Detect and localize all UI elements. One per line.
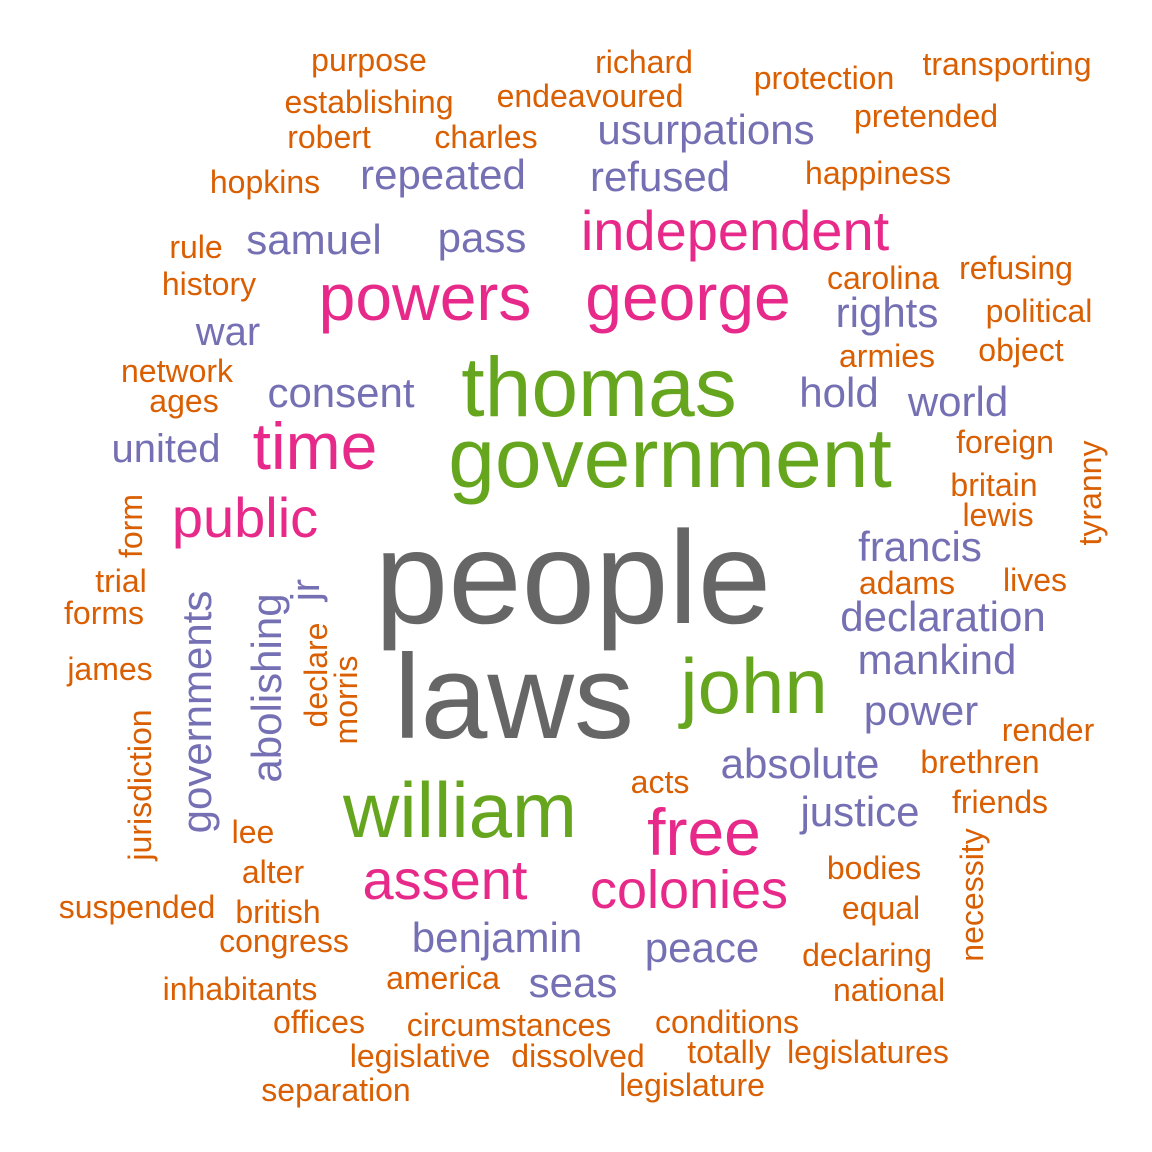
word-consent: consent — [267, 369, 415, 416]
word-transporting: transporting — [922, 46, 1092, 82]
word-protection: protection — [753, 60, 895, 96]
word-seas: seas — [528, 959, 618, 1006]
word-establishing: establishing — [284, 84, 454, 120]
word-assent: assent — [362, 848, 528, 911]
word-british: british — [235, 894, 321, 930]
word-history: history — [161, 266, 257, 302]
word-united: united — [111, 427, 221, 471]
word-rights: rights — [835, 289, 939, 336]
word-trial: trial — [95, 563, 147, 599]
word-ages: ages — [149, 383, 219, 419]
word-tyranny: tyranny — [1072, 440, 1108, 546]
word-benjamin: benjamin — [411, 914, 583, 961]
word-alter: alter — [241, 854, 305, 890]
word-james: james — [67, 651, 153, 687]
word-samuel: samuel — [246, 216, 382, 263]
word-legislative: legislative — [349, 1038, 491, 1074]
word-refusing: refusing — [959, 250, 1073, 286]
word-render: render — [1001, 712, 1095, 748]
word-robert: robert — [287, 119, 371, 155]
word-free: free — [647, 795, 761, 869]
word-suspended: suspended — [58, 889, 216, 925]
word-george: george — [585, 260, 791, 334]
word-foreign: foreign — [956, 424, 1054, 460]
word-pretended: pretended — [853, 98, 999, 134]
word-hold: hold — [799, 369, 879, 416]
word-power: power — [863, 687, 979, 734]
word-war: war — [195, 310, 261, 354]
word-abolishing: abolishing — [243, 593, 290, 783]
word-circumstances: circumstances — [406, 1007, 612, 1043]
word-national: national — [832, 972, 946, 1008]
word-legislatures: legislatures — [787, 1034, 949, 1070]
word-governments: governments — [173, 590, 220, 834]
word-endeavoured: endeavoured — [496, 78, 684, 114]
word-laws: laws — [393, 630, 635, 764]
word-form: form — [113, 494, 149, 558]
word-john: john — [680, 642, 828, 730]
word-jurisdiction: jurisdiction — [122, 709, 158, 861]
word-lives: lives — [1002, 562, 1068, 598]
word-charles: charles — [434, 119, 538, 155]
word-conditions: conditions — [654, 1004, 800, 1040]
word-america: america — [386, 960, 500, 996]
word-world: world — [907, 378, 1009, 425]
word-thomas: thomas — [461, 340, 737, 434]
word-jr: jr — [284, 578, 328, 602]
word-colonies: colonies — [589, 860, 789, 920]
word-happiness: happiness — [805, 155, 951, 191]
word-public: public — [171, 486, 319, 549]
word-offices: offices — [273, 1004, 365, 1040]
word-powers: powers — [318, 260, 532, 334]
word-pass: pass — [437, 214, 527, 261]
word-time: time — [252, 409, 378, 483]
word-network: network — [120, 353, 234, 389]
word-inhabitants: inhabitants — [162, 971, 318, 1007]
word-friends: friends — [951, 784, 1049, 820]
word-bodies: bodies — [826, 850, 922, 886]
word-rule: rule — [169, 229, 223, 265]
word-necessity: necessity — [954, 828, 990, 962]
word-independent: independent — [580, 199, 890, 262]
word-brethren: brethren — [920, 744, 1040, 780]
word-hopkins: hopkins — [209, 164, 321, 200]
word-forms: forms — [64, 595, 144, 631]
word-peace: peace — [644, 924, 760, 971]
word-carolina: carolina — [826, 260, 940, 296]
word-morris: morris — [328, 655, 364, 745]
word-dissolved: dissolved — [511, 1038, 645, 1074]
word-refused: refused — [589, 153, 731, 200]
word-acts: acts — [630, 764, 690, 800]
word-britain: britain — [950, 467, 1038, 503]
word-congress: congress — [219, 923, 349, 959]
word-absolute: absolute — [720, 740, 880, 787]
word-adams: adams — [858, 565, 956, 601]
word-william: william — [343, 766, 577, 854]
word-lee: lee — [231, 814, 275, 850]
word-government: government — [448, 411, 892, 505]
word-mankind: mankind — [857, 636, 1017, 683]
word-armies: armies — [838, 338, 936, 374]
word-separation: separation — [261, 1072, 411, 1108]
word-declaring: declaring — [802, 937, 932, 973]
word-people: people — [374, 504, 772, 651]
word-object: object — [978, 332, 1064, 368]
word-political: political — [985, 293, 1093, 329]
word-francis: francis — [858, 523, 982, 570]
word-repeated: repeated — [360, 151, 526, 198]
word-justice: justice — [800, 788, 920, 835]
word-totally: totally — [687, 1034, 771, 1070]
word-equal: equal — [841, 890, 921, 926]
word-lewis: lewis — [962, 497, 1034, 533]
word-usurpations: usurpations — [597, 106, 815, 153]
word-purpose: purpose — [311, 42, 427, 78]
word-richard: richard — [595, 44, 693, 80]
word-legislature: legislature — [619, 1067, 765, 1103]
word-declaration: declaration — [840, 593, 1046, 640]
